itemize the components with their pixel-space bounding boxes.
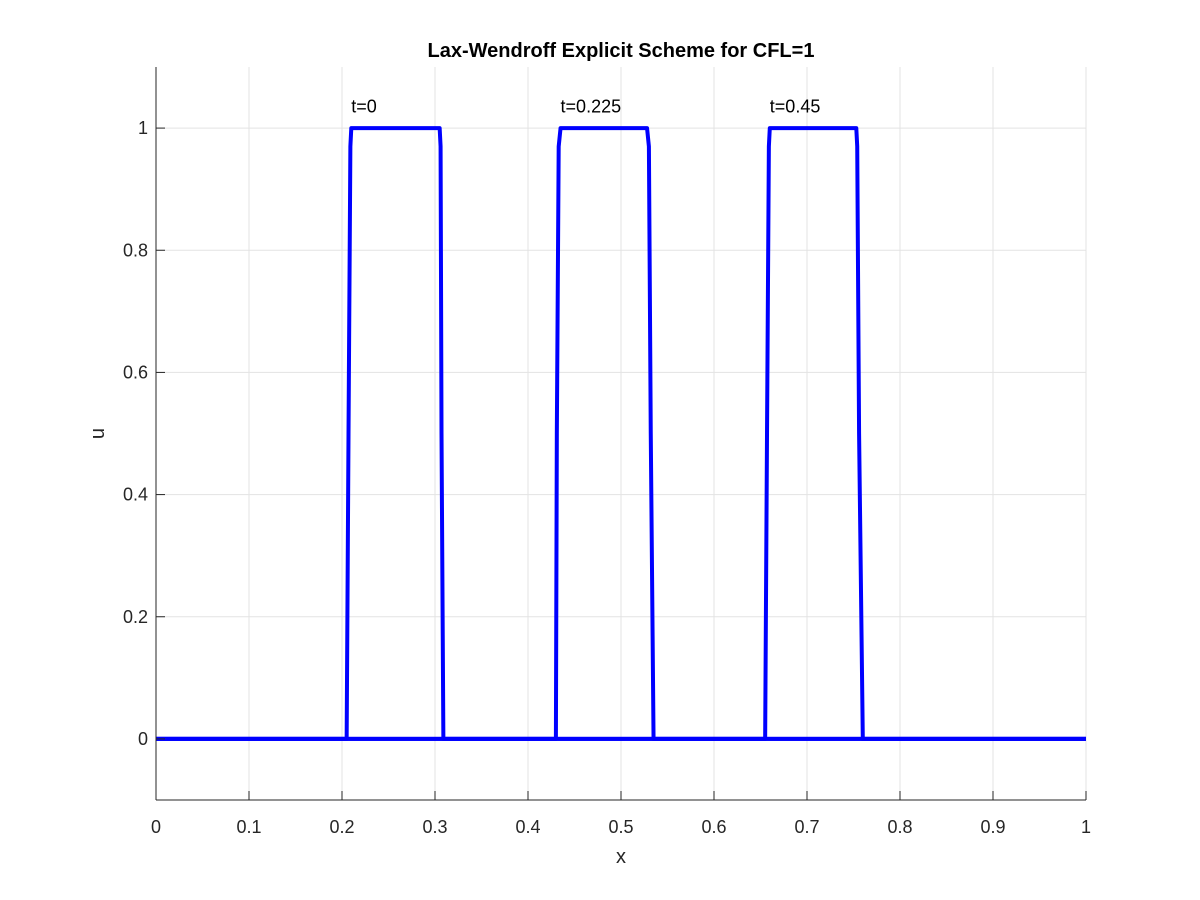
annotation-label: t=0.45 <box>770 97 821 117</box>
x-tick-label: 0.6 <box>701 817 726 837</box>
series-line-1 <box>156 126 1086 741</box>
y-tick-label: 1 <box>138 118 148 138</box>
y-tick-label: 0.8 <box>123 240 148 260</box>
x-tick-label: 1 <box>1081 817 1091 837</box>
x-axis-label: x <box>616 846 626 868</box>
annotation-label: t=0.225 <box>561 97 622 117</box>
x-tick-label: 0.1 <box>236 817 261 837</box>
annotations: t=0 t=0.225 t=0.45 <box>351 97 820 117</box>
annotation-label: t=0 <box>351 97 377 117</box>
series-line-3 <box>156 126 1086 741</box>
y-tick-label: 0.2 <box>123 607 148 627</box>
x-tick-label: 0.8 <box>887 817 912 837</box>
y-axis-label: u <box>87 428 109 439</box>
x-tick-label: 0.5 <box>608 817 633 837</box>
x-tick-label: 0.9 <box>980 817 1005 837</box>
chart-title: Lax-Wendroff Explicit Scheme for CFL=1 <box>428 40 815 62</box>
y-tick-label: 0.4 <box>123 485 148 505</box>
series-line-2 <box>156 126 1086 741</box>
x-tick-label: 0 <box>151 817 161 837</box>
x-tick-label: 0.4 <box>515 817 540 837</box>
y-tick-label: 0 <box>138 729 148 749</box>
x-tick-label: 0.2 <box>329 817 354 837</box>
x-tick-label: 0.3 <box>422 817 447 837</box>
ticks: 0 0.1 0.2 0.3 0.4 0.5 0.6 0.7 0.8 0.9 1 0 0.2 0.4 0.6 0… <box>123 118 1091 837</box>
series-layer <box>156 126 1086 741</box>
y-tick-label: 0.6 <box>123 362 148 382</box>
x-tick-label: 0.7 <box>794 817 819 837</box>
